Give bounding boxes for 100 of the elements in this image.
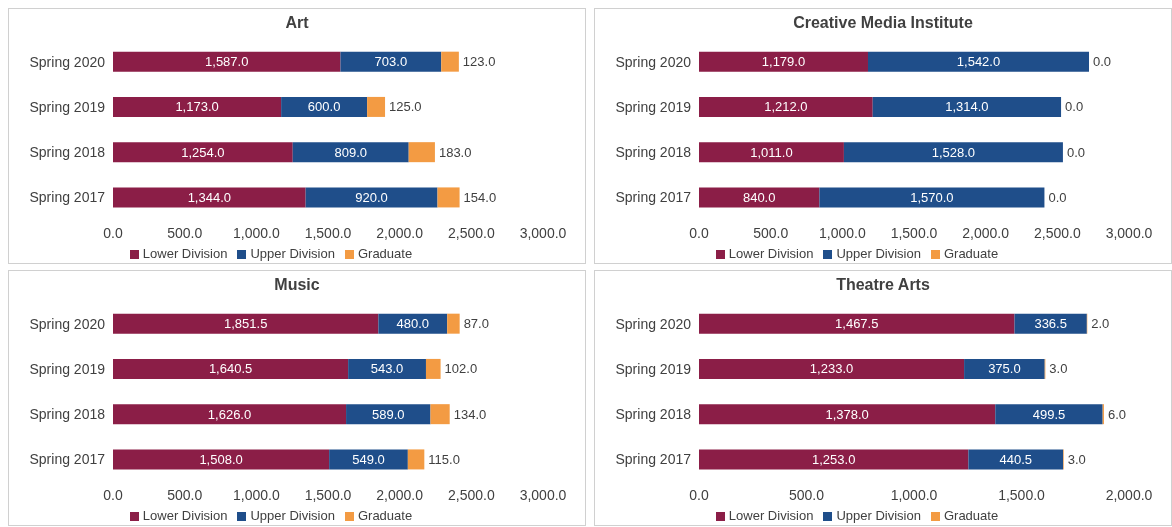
data-label: 1,011.0 (750, 144, 793, 160)
y-tick-label: Spring 2020 (29, 315, 106, 332)
bar (281, 96, 368, 117)
data-label: 102.0 (444, 361, 478, 377)
bar (441, 51, 459, 72)
y-tick-label: Spring 2017 (29, 451, 106, 468)
y-tick-label: Spring 2017 (615, 451, 692, 468)
data-label: 3.0 (1049, 361, 1068, 377)
bar (699, 51, 868, 72)
bar (367, 96, 386, 117)
data-label: 1,344.0 (187, 189, 232, 205)
data-label: 589.0 (372, 406, 405, 422)
y-tick-label: Spring 2020 (615, 53, 692, 70)
chart-title: Art (284, 13, 310, 33)
data-label: 809.0 (334, 144, 367, 160)
data-label: 480.0 (396, 316, 430, 332)
x-tick-label: 500.0 (167, 224, 203, 241)
data-label: 3.0 (1067, 451, 1086, 467)
data-label: 1,254.0 (181, 144, 225, 160)
data-label: 1,508.0 (199, 451, 243, 467)
bar (113, 142, 293, 163)
data-label: 840.0 (742, 189, 776, 205)
bar (872, 96, 1062, 117)
data-label: 0.0 (1065, 99, 1084, 115)
bar (447, 313, 460, 334)
bar (292, 142, 409, 163)
data-label: 2.0 (1091, 316, 1110, 332)
data-label: 87.0 (463, 316, 489, 332)
data-label: 600.0 (307, 99, 341, 115)
x-tick-label: 1,500.0 (890, 224, 938, 241)
chart-title: Creative Media Institute (792, 13, 974, 33)
x-tick-label: 2,000.0 (376, 224, 424, 241)
bar (113, 449, 330, 470)
data-label: 115.0 (428, 451, 460, 467)
x-tick-label: 500.0 (788, 486, 825, 503)
data-label: 1,587.0 (205, 54, 249, 70)
bar (437, 187, 460, 208)
y-tick-label: Spring 2019 (29, 98, 106, 115)
bar (407, 449, 425, 470)
x-tick-label: 1,500.0 (304, 224, 352, 241)
bar (867, 51, 1090, 72)
bar (699, 358, 965, 379)
y-tick-label: Spring 2017 (615, 189, 692, 206)
x-tick-label: 1,500.0 (304, 486, 352, 503)
data-label: 549.0 (352, 451, 385, 467)
y-tick-label: Spring 2018 (29, 144, 106, 161)
bar (425, 358, 441, 379)
x-tick-label: 2,500.0 (1033, 224, 1081, 241)
legend-label: Graduate (943, 508, 999, 523)
bar (699, 313, 1015, 334)
data-label: 123.0 (462, 54, 496, 70)
bar (113, 187, 306, 208)
data-label: 183.0 (438, 144, 472, 160)
x-tick-label: 500.0 (167, 486, 203, 503)
y-tick-label: Spring 2019 (29, 360, 106, 377)
data-label: 1,179.0 (761, 54, 806, 70)
data-label: 0.0 (1048, 189, 1067, 205)
legend-label: Graduate (357, 246, 413, 261)
y-tick-label: Spring 2019 (615, 360, 692, 377)
y-tick-label: Spring 2020 (29, 53, 106, 70)
x-tick-label: 2,000.0 (1105, 486, 1153, 503)
x-tick-label: 1,000.0 (232, 486, 280, 503)
data-label: 1,467.5 (835, 316, 879, 332)
data-label: 154.0 (463, 189, 497, 205)
data-label: 0.0 (1093, 54, 1112, 70)
bar (340, 51, 442, 72)
data-label: 1,640.5 (208, 361, 253, 377)
x-tick-label: 0.0 (103, 486, 123, 503)
bar (113, 313, 379, 334)
data-label: 543.0 (370, 361, 404, 377)
x-tick-label: 3,000.0 (519, 224, 567, 241)
bar (699, 187, 820, 208)
legend-label: Graduate (357, 508, 413, 523)
bar (964, 358, 1045, 379)
legend-label: Lower Division (142, 508, 228, 523)
data-label: 499.5 (1032, 406, 1066, 422)
y-tick-label: Spring 2020 (615, 315, 692, 332)
y-tick-label: Spring 2017 (29, 189, 106, 206)
x-tick-label: 3,000.0 (519, 486, 567, 503)
bar (430, 404, 450, 425)
bar (113, 51, 341, 72)
legend-label: Upper Division (836, 246, 921, 261)
data-label: 1,570.0 (910, 189, 954, 205)
data-label: 0.0 (1066, 144, 1085, 160)
x-tick-label: 2,500.0 (447, 224, 495, 241)
y-tick-label: Spring 2018 (615, 406, 692, 423)
data-label: 125.0 (389, 99, 422, 115)
data-label: 1,542.0 (956, 54, 1001, 70)
data-label: 1,212.0 (764, 99, 808, 115)
bar (113, 358, 349, 379)
legend-label: Upper Division (250, 246, 335, 261)
legend-label: Lower Division (142, 246, 228, 261)
legend-label: Lower Division (728, 246, 814, 261)
bar (305, 187, 438, 208)
legend-label: Upper Division (250, 508, 335, 523)
bar (819, 187, 1045, 208)
bar (699, 142, 844, 163)
bar (113, 404, 347, 425)
data-label: 1,626.0 (207, 406, 252, 422)
y-tick-label: Spring 2018 (29, 406, 106, 423)
